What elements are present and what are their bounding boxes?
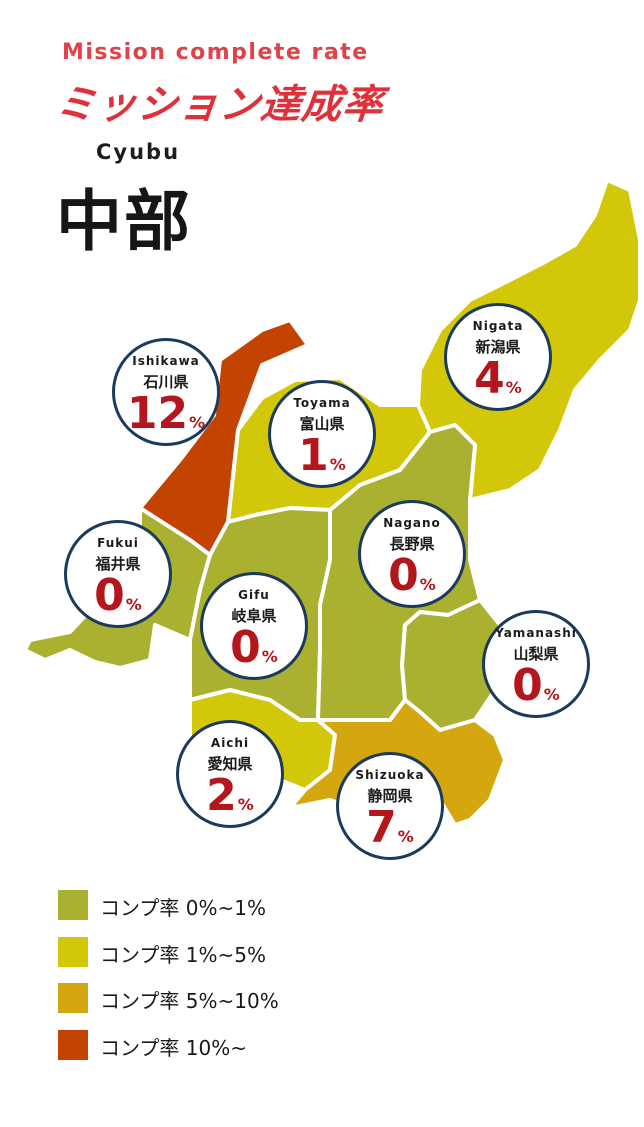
badge-rate: 7% [339, 805, 441, 860]
badge-rate: 0% [485, 663, 587, 718]
badge-aichi: Aichi 愛知県 2% [176, 720, 284, 828]
badge-rate-unit: % [125, 595, 142, 614]
badge-name-en: Nigata [472, 319, 524, 333]
header-title-en: Mission complete rate [62, 40, 369, 65]
badge-rate-unit: % [543, 685, 560, 704]
badge-ishikawa: Ishikawa 石川県 12% [112, 338, 220, 446]
badge-name-en: Nagano [383, 516, 441, 530]
legend-label: コンプ率 1%~5% [100, 943, 266, 967]
badge-toyama: Toyama 富山県 1% [268, 380, 376, 488]
legend-label: コンプ率 0%~1% [100, 896, 266, 920]
legend-label: コンプ率 10%~ [100, 1036, 247, 1060]
badge-name-en: Ishikawa [132, 354, 200, 368]
badge-fukui: Fukui 福井県 0% [64, 520, 172, 628]
badge-rate: 0% [67, 573, 169, 628]
region-name-jp: 中部 [56, 183, 192, 260]
badge-name-jp: 静岡県 [367, 787, 413, 805]
badge-rate-value: 0 [94, 570, 125, 621]
badge-name-en: Yamanashi [495, 626, 577, 640]
legend-swatch [58, 890, 88, 920]
badge-name-jp: 新潟県 [475, 338, 521, 356]
badge-name-jp: 愛知県 [207, 755, 253, 773]
badge-rate: 1% [271, 433, 373, 488]
badge-rate-unit: % [237, 795, 254, 814]
badge-rate: 0% [203, 625, 305, 680]
badge-rate: 4% [447, 356, 549, 411]
badge-rate: 0% [361, 553, 463, 608]
badge-yamanashi: Yamanashi 山梨県 0% [482, 610, 590, 718]
badge-nagano: Nagano 長野県 0% [358, 500, 466, 608]
badge-gifu: Gifu 岐阜県 0% [200, 572, 308, 680]
badge-rate-value: 4 [474, 353, 505, 404]
badge-niigata: Nigata 新潟県 4% [444, 303, 552, 411]
badge-name-en: Fukui [97, 536, 139, 550]
badge-name-en: Gifu [238, 588, 270, 602]
badge-rate: 2% [179, 773, 281, 828]
badge-name-jp: 富山県 [299, 415, 345, 433]
badge-rate-value: 0 [512, 660, 543, 711]
badge-shizuoka: Shizuoka 静岡県 7% [336, 752, 444, 860]
badge-rate: 12% [115, 391, 217, 446]
badge-rate-unit: % [329, 455, 346, 474]
badge-name-en: Aichi [210, 736, 250, 750]
badge-rate-value: 1 [298, 430, 329, 481]
legend-label: コンプ率 5%~10% [100, 989, 279, 1013]
badge-name-jp: 長野県 [389, 535, 435, 553]
badge-rate-value: 0 [230, 622, 261, 673]
badge-rate-unit: % [189, 413, 206, 432]
badge-rate-unit: % [505, 378, 522, 397]
badge-rate-value: 0 [388, 550, 419, 601]
legend-swatch [58, 937, 88, 967]
badge-rate-unit: % [397, 827, 414, 846]
badge-name-jp: 山梨県 [513, 645, 559, 663]
badge-rate-unit: % [419, 575, 436, 594]
badge-name-en: Shizuoka [355, 768, 425, 782]
badge-name-jp: 福井県 [95, 555, 141, 573]
region-name-en: Cyubu [96, 140, 181, 164]
badge-rate-value: 7 [366, 802, 397, 853]
prefecture-yamanashi[interactable] [400, 598, 502, 732]
badge-rate-value: 12 [126, 388, 189, 439]
badge-rate-value: 2 [206, 770, 237, 821]
badge-name-en: Toyama [293, 396, 351, 410]
badge-rate-unit: % [261, 647, 278, 666]
legend-swatch [58, 1030, 88, 1060]
badge-name-jp: 岐阜県 [231, 607, 277, 625]
badge-name-jp: 石川県 [143, 373, 189, 391]
legend-swatch [58, 983, 88, 1013]
